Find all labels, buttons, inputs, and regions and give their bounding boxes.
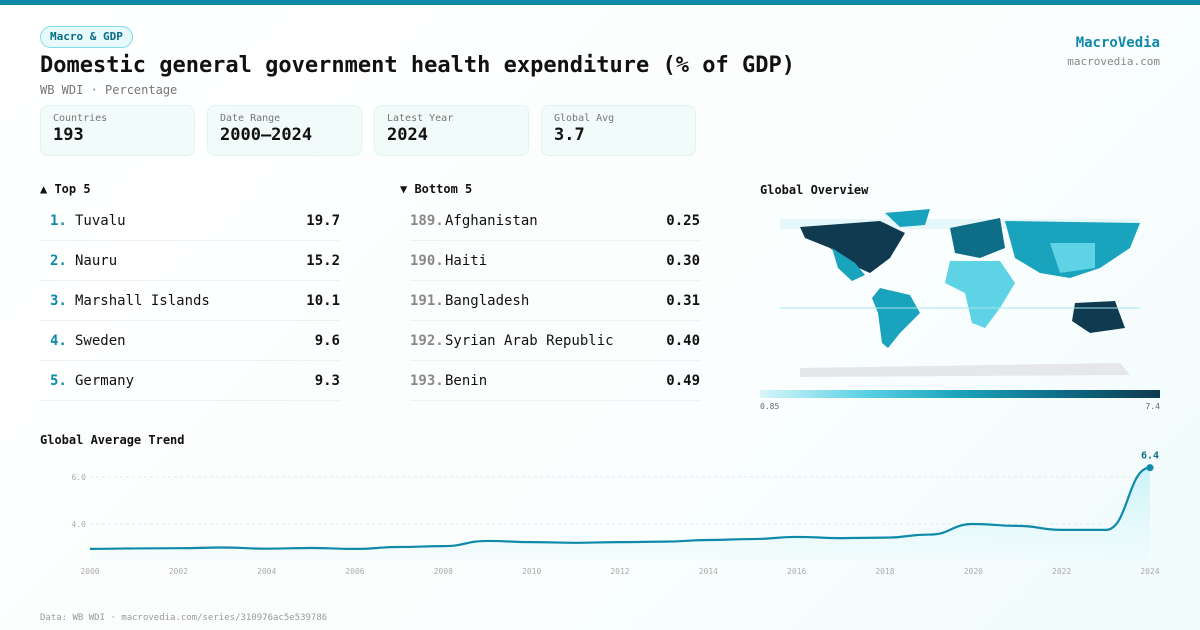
map-color-legend: [760, 390, 1160, 398]
legend-min: 0.85: [760, 402, 780, 411]
stat-label: Global Avg: [554, 113, 615, 124]
rank-row[interactable]: 191. Bangladesh 0.31: [410, 281, 700, 321]
rank-number: 3.: [50, 292, 67, 309]
stat-value: 2024: [387, 125, 428, 145]
rank-number: 193.: [410, 372, 444, 389]
region-greenland[interactable]: [885, 209, 930, 227]
country-value: 19.7: [306, 212, 340, 229]
top5-list: 1. Tuvalu 19.7 2. Nauru 15.2 3. Marshall Island…: [40, 201, 340, 401]
rank-row[interactable]: 3. Marshall Islands 10.1: [40, 281, 340, 321]
rank-row[interactable]: 192. Syrian Arab Republic 0.40: [410, 321, 700, 361]
x-tick-label: 2024: [1140, 567, 1159, 576]
rank-row[interactable]: 5. Germany 9.3: [40, 361, 340, 401]
region-antarctica[interactable]: [800, 363, 1130, 377]
x-tick-label: 2010: [522, 567, 541, 576]
rank-number: 2.: [50, 252, 67, 269]
trend-area: [90, 467, 1150, 560]
rank-row[interactable]: 1. Tuvalu 19.7: [40, 201, 340, 241]
region-north-america[interactable]: [800, 221, 905, 273]
country-value: 0.31: [666, 292, 700, 309]
country-name: Marshall Islands: [75, 292, 210, 309]
country-name: Afghanistan: [445, 212, 538, 229]
brand-url[interactable]: macrovedia.com: [1067, 55, 1160, 68]
x-tick-label: 2002: [169, 567, 188, 576]
legend-max: 7.4: [1145, 402, 1160, 411]
stat-value: 3.7: [554, 125, 585, 145]
rank-number: 1.: [50, 212, 67, 229]
country-value: 9.6: [314, 332, 340, 349]
stat-value: 2000–2024: [220, 125, 313, 145]
country-name: Nauru: [75, 252, 118, 269]
stat-global-avg: Global Avg 3.7: [541, 105, 696, 156]
country-name: Sweden: [75, 332, 126, 349]
x-tick-label: 2022: [1052, 567, 1071, 576]
country-value: 0.25: [666, 212, 700, 229]
country-name: Tuvalu: [75, 212, 126, 229]
rank-number: 4.: [50, 332, 67, 349]
y-tick-label: 4.0: [72, 520, 87, 529]
country-name: Germany: [75, 372, 135, 389]
x-tick-label: 2020: [964, 567, 983, 576]
bottom5-list: 189. Afghanistan 0.25 190. Haiti 0.30 191. Bang…: [410, 201, 700, 401]
stat-countries: Countries 193: [40, 105, 195, 156]
country-name: Syrian Arab Republic: [445, 332, 614, 349]
country-name: Haiti: [445, 252, 488, 269]
brand-logo[interactable]: MacroVedia: [1075, 35, 1160, 51]
x-tick-label: 2006: [345, 567, 364, 576]
data-point[interactable]: [1146, 464, 1154, 472]
rank-number: 190.: [410, 252, 444, 269]
rank-row[interactable]: 190. Haiti 0.30: [410, 241, 700, 281]
page-title: Domestic general government health expen…: [40, 53, 795, 78]
rank-row[interactable]: 2. Nauru 15.2: [40, 241, 340, 281]
map-band: [780, 219, 1140, 229]
country-value: 0.30: [666, 252, 700, 269]
stat-label: Latest Year: [387, 113, 454, 124]
country-name: Benin: [445, 372, 488, 389]
trend-chart[interactable]: 4.0 6.0 2000 2002 2004 2006 2008 2010 2012 2014 20…: [0, 440, 1200, 580]
x-tick-label: 2016: [787, 567, 806, 576]
rank-number: 189.: [410, 212, 444, 229]
page-subtitle: WB WDI · Percentage: [40, 83, 178, 97]
footer-source: Data: WB WDI · macrovedia.com/series/310…: [40, 613, 328, 623]
region-south-america[interactable]: [872, 288, 920, 348]
x-tick-label: 2008: [434, 567, 453, 576]
x-tick-label: 2004: [257, 567, 276, 576]
top-accent-bar: [0, 0, 1200, 5]
rank-number: 5.: [50, 372, 67, 389]
region-australia[interactable]: [1072, 301, 1125, 333]
country-value: 9.3: [314, 372, 340, 389]
top5-heading: ▲ Top 5: [40, 182, 91, 196]
rank-number: 192.: [410, 332, 444, 349]
region-africa[interactable]: [945, 261, 1015, 328]
country-name: Bangladesh: [445, 292, 530, 309]
country-value: 0.49: [666, 372, 700, 389]
region-china[interactable]: [1050, 243, 1095, 273]
bottom5-heading: ▼ Bottom 5: [400, 182, 473, 196]
stat-date-range: Date Range 2000–2024: [207, 105, 362, 156]
stat-value: 193: [53, 125, 84, 145]
last-value-label: 6.4: [1141, 451, 1159, 462]
stat-label: Date Range: [220, 113, 281, 124]
rank-row[interactable]: 4. Sweden 9.6: [40, 321, 340, 361]
trend-line: [89, 466, 1151, 551]
x-tick-label: 2012: [610, 567, 629, 576]
country-value: 0.40: [666, 332, 700, 349]
x-tick-label: 2000: [80, 567, 99, 576]
stat-latest-year: Latest Year 2024: [374, 105, 529, 156]
x-tick-label: 2018: [875, 567, 894, 576]
y-tick-label: 6.0: [72, 473, 87, 482]
country-value: 15.2: [306, 252, 340, 269]
rank-row[interactable]: 189. Afghanistan 0.25: [410, 201, 700, 241]
x-tick-label: 2014: [699, 567, 718, 576]
stat-label: Countries: [53, 113, 108, 124]
country-value: 10.1: [306, 292, 340, 309]
region-europe[interactable]: [950, 218, 1005, 258]
rank-number: 191.: [410, 292, 444, 309]
region-mexico[interactable]: [832, 248, 865, 281]
rank-row[interactable]: 193. Benin 0.49: [410, 361, 700, 401]
map-heading: Global Overview: [760, 183, 869, 197]
trend-heading: Global Average Trend: [40, 433, 185, 447]
category-badge[interactable]: Macro & GDP: [40, 26, 133, 48]
world-map[interactable]: [760, 203, 1160, 383]
